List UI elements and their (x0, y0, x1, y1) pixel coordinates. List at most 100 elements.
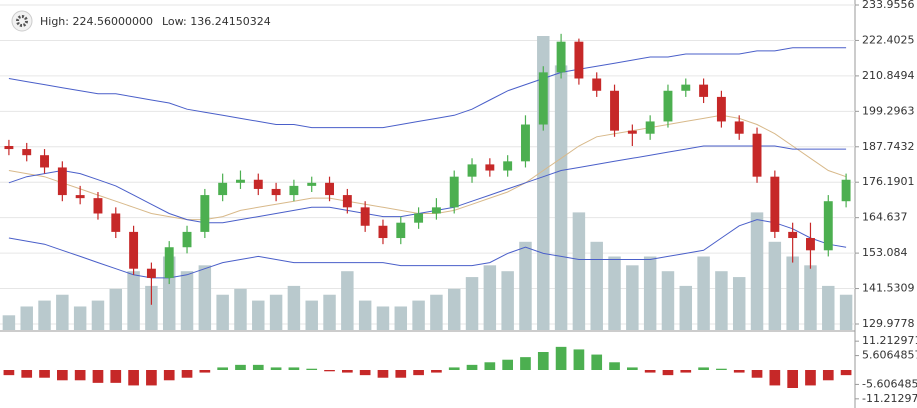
macd-bar (573, 349, 585, 370)
macd-bar (591, 354, 603, 370)
volume-bar (145, 285, 158, 330)
macd-bar (609, 362, 620, 370)
candle-body (556, 41, 566, 73)
y-tick-label: 164.637 (862, 211, 908, 224)
volume-bar (269, 294, 283, 330)
candle-body (307, 182, 317, 186)
volume-bar (786, 256, 799, 330)
candle-body (146, 268, 156, 278)
upper-band (8, 47, 847, 129)
macd-bar (3, 370, 15, 376)
candle-body (574, 41, 584, 79)
candle-body (841, 179, 851, 202)
macd-bar (74, 370, 86, 381)
volume-bar (109, 288, 123, 330)
volume-bar (430, 294, 443, 330)
volume-bar (341, 271, 354, 330)
high-label: High: 224.56000000 (40, 15, 153, 28)
macd-bar (840, 370, 852, 376)
candle-body (111, 213, 121, 232)
volume-bar (697, 256, 710, 330)
candle-body (645, 121, 655, 134)
volume-bar (358, 300, 372, 330)
macd-bar (716, 368, 727, 370)
volume-bar (465, 277, 479, 330)
volume-bar (768, 241, 782, 330)
volume-bar (2, 315, 16, 330)
middle-band (8, 145, 847, 224)
macd-bar (555, 346, 567, 370)
candle-body (75, 195, 85, 199)
candle-body (253, 179, 263, 189)
settings-circle[interactable] (11, 10, 33, 32)
volume-bar (252, 300, 265, 330)
volume-bar (715, 271, 728, 330)
candle-body (627, 130, 637, 134)
candle-body (449, 176, 459, 208)
volume-bar (679, 285, 693, 330)
volume-bar (501, 271, 514, 330)
volume-bar (287, 285, 301, 330)
macd-bar (217, 367, 228, 370)
volume-bar (590, 241, 603, 330)
candle-body (521, 124, 530, 162)
macd-bar (92, 370, 104, 383)
candle-body (218, 182, 228, 196)
macd-bar (484, 362, 496, 370)
candle-body (806, 238, 815, 251)
settings-button[interactable] (11, 10, 33, 32)
macd-bar (359, 370, 371, 376)
candle-body (538, 72, 548, 125)
candle-body (752, 133, 762, 177)
gear-icon[interactable] (16, 15, 28, 27)
macd-tick-label: 11.21297150 (862, 334, 917, 347)
macd-bar (431, 370, 442, 373)
macd-bar (324, 370, 335, 372)
macd-bar (413, 370, 424, 376)
macd-bar (235, 364, 246, 370)
candle-body (467, 164, 477, 177)
macd-bar (21, 370, 33, 378)
macd-bar (537, 352, 549, 370)
y-tick-label: 222.4025 (862, 33, 915, 46)
candle-body (182, 231, 192, 248)
candle-body (414, 213, 424, 223)
volume-bar (626, 265, 639, 330)
y-tick-label: 210.8494 (862, 69, 915, 82)
macd-bar (377, 370, 389, 378)
volume-bar (447, 288, 461, 330)
volume-bar (412, 300, 425, 330)
low-label: Low: 136.24150324 (162, 15, 271, 28)
macd-bar (110, 370, 122, 383)
candle-body (271, 188, 281, 196)
volume-bar (323, 294, 336, 330)
y-tick-label: 233.9556 (862, 0, 915, 11)
macd-bar (39, 370, 50, 378)
candle-body (378, 225, 388, 239)
macd-bar (342, 370, 353, 373)
volume-bar (732, 277, 746, 330)
volume-bar (822, 285, 835, 330)
macd-bar (163, 370, 175, 381)
macd-bar (769, 370, 781, 386)
candle-body (592, 78, 602, 91)
macd-bar (270, 367, 282, 370)
candle-body (40, 155, 49, 168)
volume-bar (483, 265, 497, 330)
candle-body (289, 185, 299, 196)
macd-bar (502, 359, 513, 370)
candle-body (396, 222, 406, 239)
volume-bar (38, 300, 51, 330)
candle-body (485, 164, 495, 171)
y-tick-label: 129.9778 (862, 317, 915, 330)
macd-bar (751, 370, 763, 378)
volume-bar (73, 306, 87, 330)
candle-body (4, 145, 14, 150)
volume-bar (376, 306, 390, 330)
candle-body (360, 207, 370, 226)
candle-body (823, 201, 833, 251)
macd-bar (146, 370, 157, 386)
volume-bar (394, 306, 408, 330)
candle-body (663, 90, 673, 122)
candle-body (200, 195, 210, 232)
